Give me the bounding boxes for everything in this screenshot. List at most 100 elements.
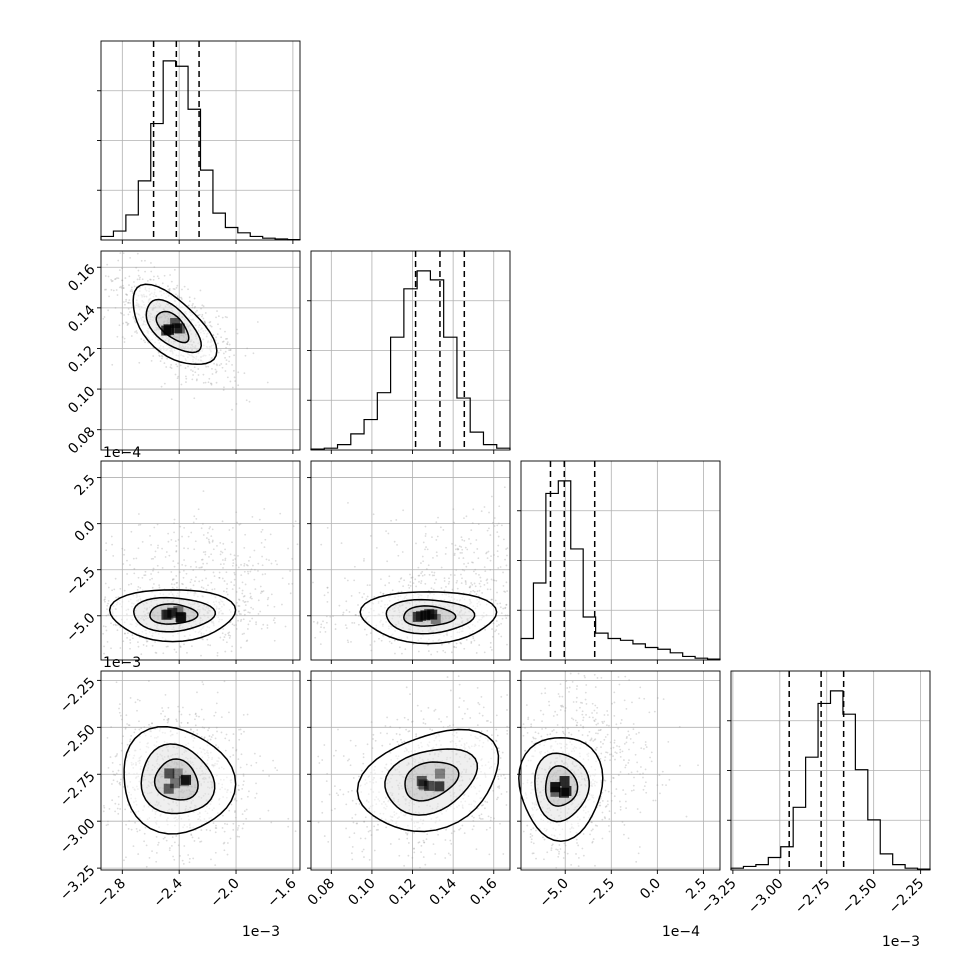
scatter-point <box>106 263 109 266</box>
scatter-point <box>244 600 247 603</box>
scatter-point <box>367 830 370 833</box>
scatter-point <box>156 523 159 526</box>
scatter-point <box>167 288 170 291</box>
density-cell <box>435 768 446 779</box>
scatter-point <box>111 543 114 546</box>
scatter-point <box>385 530 387 532</box>
scatter-point <box>125 823 127 826</box>
scatter-point <box>401 652 403 655</box>
scatter-point <box>500 622 503 625</box>
scatter-point <box>191 306 194 309</box>
scatter-point <box>205 829 208 831</box>
scatter-point <box>138 720 140 723</box>
scatter-point <box>652 799 655 802</box>
scatter-point <box>246 564 249 567</box>
scatter-point <box>225 641 228 644</box>
scatter-point <box>224 737 227 740</box>
scatter-point <box>125 293 127 296</box>
scatter-point <box>506 547 509 550</box>
scatter-point <box>506 694 509 696</box>
scatter-point <box>129 256 132 259</box>
scatter-point <box>409 581 412 583</box>
scatter-point <box>189 565 192 568</box>
scatter-point <box>108 295 110 298</box>
scatter-point <box>218 364 221 367</box>
scatter-point <box>212 571 215 574</box>
scatter-point <box>358 591 361 594</box>
scatter-point <box>342 611 345 614</box>
scatter-point <box>200 558 203 561</box>
scatter-point <box>104 288 106 291</box>
scatter-point <box>138 361 141 364</box>
scatter-point <box>200 654 202 657</box>
scatter-point <box>604 806 607 808</box>
scatter-point <box>229 349 232 352</box>
scatter-point <box>268 559 270 562</box>
scatter-point <box>435 551 438 554</box>
scatter-point <box>217 351 220 354</box>
scatter-point <box>161 282 164 285</box>
scatter-point <box>182 569 185 572</box>
scatter-point <box>317 755 320 758</box>
scatter-point <box>111 589 114 592</box>
scatter-point <box>405 728 408 731</box>
scatter-point <box>379 732 382 734</box>
scatter-point <box>436 554 438 557</box>
scatter-point <box>243 609 246 612</box>
scatter-point <box>140 259 143 262</box>
scatter-point <box>241 788 244 790</box>
scatter-point <box>472 570 475 573</box>
scatter-point <box>173 288 176 291</box>
scatter-point <box>326 586 329 589</box>
scatter-point <box>484 628 487 631</box>
scatter-point <box>139 586 142 589</box>
scatter-point <box>530 841 533 844</box>
scatter-point <box>354 614 357 616</box>
scatter-point <box>215 370 218 373</box>
scatter-point <box>159 360 162 363</box>
scatter-point <box>131 634 134 637</box>
scatter-point <box>342 793 345 796</box>
scatter-point <box>582 833 585 835</box>
scatter-point <box>234 816 237 819</box>
scatter-point <box>627 730 630 733</box>
scatter-point <box>221 520 224 523</box>
scatter-point <box>233 798 236 801</box>
scatter-point <box>208 377 211 380</box>
scatter-point <box>242 595 245 598</box>
scatter-point <box>490 578 493 581</box>
scatter-point <box>279 512 282 515</box>
scatter-point <box>103 806 106 809</box>
scatter-point <box>337 794 340 797</box>
scatter-point <box>444 651 447 654</box>
scatter-point <box>594 864 596 867</box>
scatter-point <box>504 607 506 610</box>
scatter-point <box>164 556 167 558</box>
scatter-point <box>407 842 410 844</box>
scatter-point <box>196 691 198 694</box>
scatter-point <box>496 798 498 801</box>
scatter-point <box>220 731 223 734</box>
scatter-point <box>153 266 156 269</box>
scatter-point <box>135 330 138 332</box>
scatter-point <box>240 574 243 576</box>
scatter-point <box>244 609 247 612</box>
scatter-point <box>415 585 417 588</box>
scatter-point <box>344 577 346 580</box>
scatter-point <box>152 355 155 357</box>
scatter-point <box>369 644 372 646</box>
scatter-point <box>136 252 139 255</box>
scatter-point <box>165 551 168 553</box>
scatter-point <box>228 355 231 358</box>
scatter-point <box>407 584 410 587</box>
scatter-point <box>127 313 130 316</box>
scatter-point <box>504 606 507 609</box>
scatter-point <box>111 363 114 366</box>
scatter-point <box>239 620 242 623</box>
scatter-point <box>440 720 443 723</box>
scatter-point <box>261 590 264 593</box>
scatter-point <box>127 302 129 304</box>
density-cell <box>176 612 187 623</box>
scatter-point <box>274 767 277 769</box>
scatter-point <box>105 629 108 632</box>
